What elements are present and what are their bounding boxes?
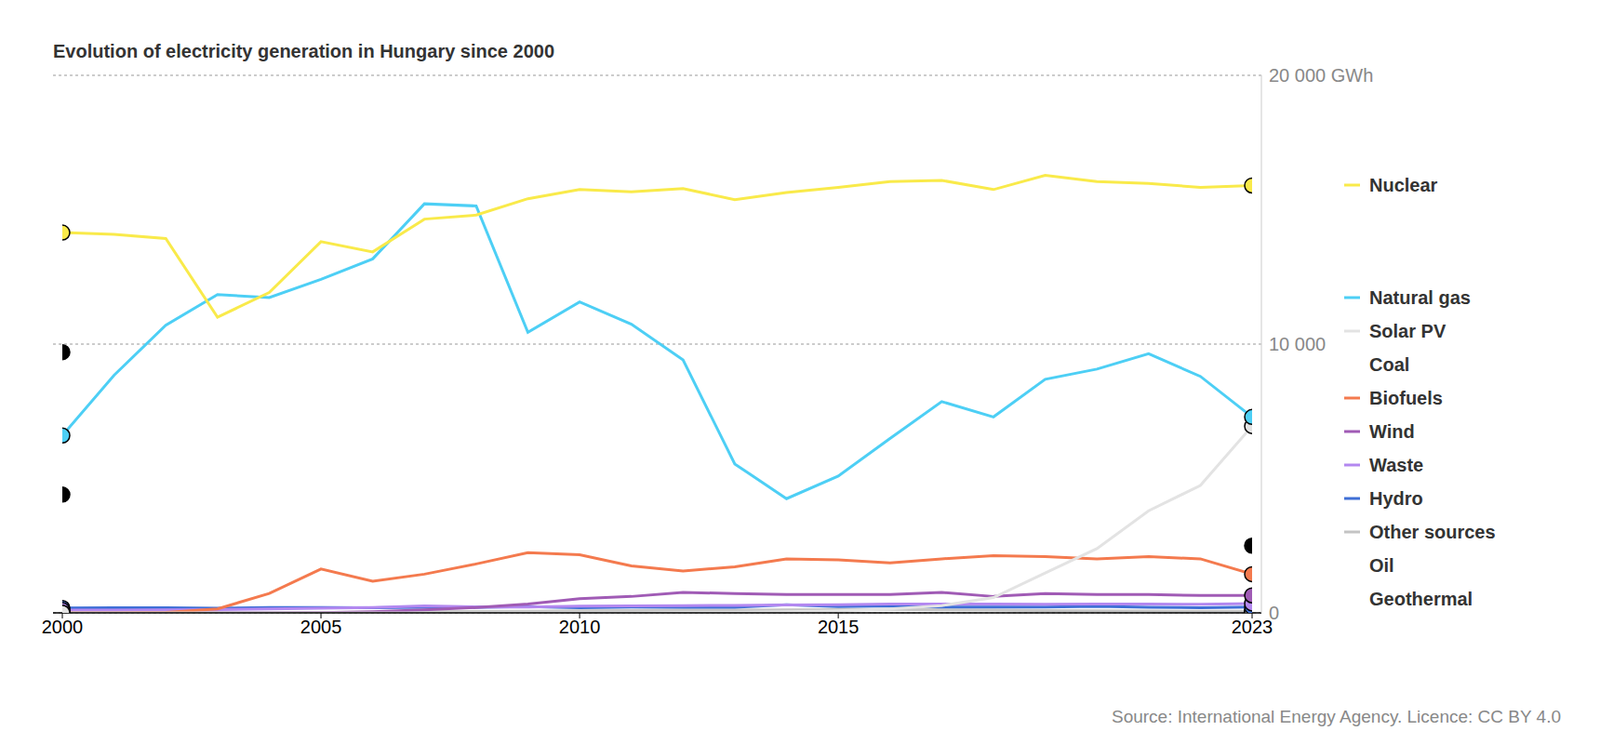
html-text:Evolution of electricity gener: Evolution of electricity generation in H… [53, 40, 555, 61]
html-text:Hydro: Hydro [1369, 487, 1424, 509]
html-text:Source: International Energy A: Source: International Energy Agency. Lic… [1111, 706, 1561, 727]
svg-text:2005: 2005 [300, 616, 343, 638]
html-text:Geothermal: Geothermal [1369, 588, 1473, 609]
svg-text:2000: 2000 [41, 616, 84, 638]
svg-text:20 000 GWh: 20 000 GWh [1268, 65, 1374, 86]
html-text:Oil: Oil [1369, 554, 1395, 576]
html-text:Natural gas: Natural gas [1369, 286, 1471, 308]
html-text:Biofuels: Biofuels [1369, 387, 1443, 408]
html-text:Waste: Waste [1369, 454, 1424, 475]
html-text:Coal: Coal [1369, 353, 1410, 375]
html-text:Wind: Wind [1369, 420, 1415, 442]
svg-text:10 000: 10 000 [1268, 333, 1326, 355]
svg-text:2015: 2015 [817, 616, 860, 638]
svg-text:2023: 2023 [1231, 616, 1274, 638]
html-text:Nuclear: Nuclear [1369, 174, 1438, 196]
html-text:Other sources: Other sources [1369, 521, 1496, 542]
html-text:Solar PV: Solar PV [1369, 320, 1446, 341]
svg-text:0: 0 [1268, 602, 1280, 624]
svg-text:2010: 2010 [559, 616, 601, 638]
